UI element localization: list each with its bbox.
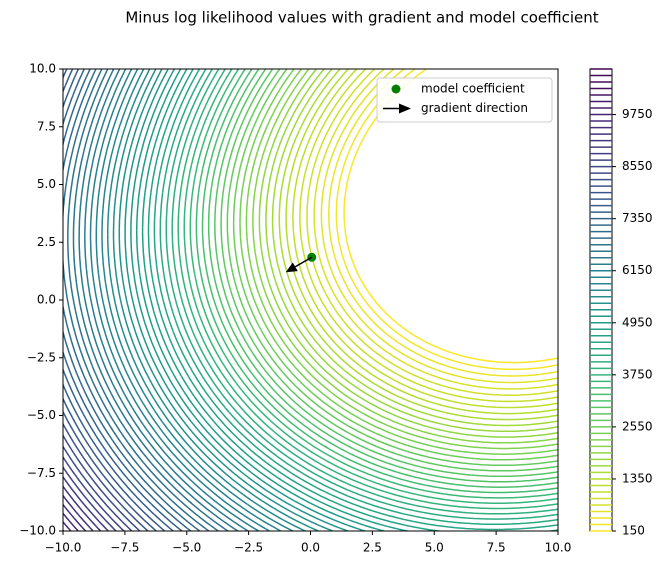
x-tick-label: 5.0 [425, 541, 444, 555]
contour-line [177, 69, 558, 510]
colorbar-tick-label: 2550 [622, 419, 653, 433]
contour-line [153, 69, 558, 531]
contour-line [252, 69, 558, 444]
contour-line [63, 422, 150, 531]
contour-line [63, 69, 184, 531]
contour-line [63, 69, 201, 531]
legend-box [376, 77, 553, 123]
contour-line [63, 475, 110, 531]
contour-line [63, 465, 118, 531]
legend-label: model coefficient [421, 82, 525, 96]
y-tick-label: 2.5 [37, 235, 56, 249]
y-tick-label: −10.0 [19, 524, 56, 538]
contour-line [207, 69, 558, 483]
legend-marker [391, 84, 401, 94]
colorbar-tick-label: 150 [622, 524, 645, 538]
x-tick-label: 2.5 [363, 541, 382, 555]
contour-line [95, 69, 283, 531]
y-tick-label: −2.5 [27, 350, 56, 364]
contour-line [101, 69, 295, 531]
contour-line [63, 503, 87, 531]
contour-line [118, 69, 335, 531]
contour-line [201, 69, 558, 488]
colorbar-tick-label: 3750 [622, 367, 653, 381]
contour-line [271, 69, 558, 427]
contour-line [226, 69, 558, 467]
x-tick-label: 7.5 [487, 541, 506, 555]
contour-line [63, 455, 126, 531]
contour-line [299, 69, 558, 403]
colorbar-tick-label: 1350 [622, 471, 653, 485]
contour-line [63, 69, 166, 531]
y-tick-label: −7.5 [27, 466, 56, 480]
contour-line [285, 69, 558, 415]
colorbar-tick-label: 4950 [622, 315, 653, 329]
y-tick-label: 10.0 [29, 62, 56, 76]
contour-line [63, 445, 133, 531]
contour-line [63, 520, 72, 531]
contour-line [84, 69, 261, 531]
x-tick-label: 10.0 [545, 541, 572, 555]
x-tick-label: −7.5 [110, 541, 139, 555]
contour-line [189, 69, 558, 499]
y-tick-label: 5.0 [37, 177, 56, 191]
contour-line [306, 69, 558, 396]
legend-label: gradient direction [421, 101, 528, 115]
x-tick-label: −2.5 [234, 541, 263, 555]
contour-line [232, 69, 558, 461]
contour-line [89, 69, 272, 531]
gradient-arrow-head [285, 262, 298, 273]
contour-line [63, 69, 220, 531]
contour-line [159, 69, 558, 526]
colorbar-tick-label: 7350 [622, 211, 653, 225]
x-tick-label: 0.0 [301, 541, 320, 555]
contour-line [63, 410, 158, 531]
contour-line [165, 69, 558, 520]
contour-line [72, 69, 240, 531]
contour-line [141, 69, 411, 531]
contour-layer [63, 69, 558, 531]
contour-line [67, 69, 230, 531]
contour-line [214, 69, 558, 478]
contour-line [320, 69, 558, 384]
contour-line [112, 69, 321, 531]
x-tick-label: −10.0 [45, 541, 82, 555]
contour-line [135, 69, 387, 531]
y-tick-label: 0.0 [37, 293, 56, 307]
contour-line [239, 69, 558, 455]
chart-title: Minus log likelihood values with gradien… [125, 9, 598, 27]
legend-marker [399, 103, 411, 114]
x-tick-label: −5.0 [172, 541, 201, 555]
contour-line [63, 69, 211, 531]
colorbar-tick-label: 9750 [622, 107, 653, 121]
y-tick-label: −5.0 [27, 408, 56, 422]
contour-line [171, 69, 558, 515]
contour-line [63, 485, 102, 531]
contour-line [63, 433, 141, 531]
contour-line [124, 69, 351, 531]
contour-line [265, 69, 558, 433]
contour-line [147, 69, 558, 531]
contour-line [292, 69, 558, 409]
contour-line [63, 69, 192, 531]
colorbar-tick-label: 6150 [622, 263, 653, 277]
contour-line [106, 69, 308, 531]
contour-line [220, 69, 558, 472]
contour-line [195, 69, 558, 494]
contour-line [313, 69, 558, 390]
y-tick-label: 7.5 [37, 119, 56, 133]
contour-line [245, 69, 558, 450]
contour-line [278, 69, 558, 421]
colorbar-frame [589, 68, 613, 532]
contour-line [258, 69, 558, 438]
gradient-arrow-shaft [294, 256, 313, 268]
colorbar-tick-label: 8550 [622, 159, 653, 173]
contour-line [78, 69, 250, 531]
contour-line [130, 69, 368, 531]
contour-line [183, 69, 558, 504]
